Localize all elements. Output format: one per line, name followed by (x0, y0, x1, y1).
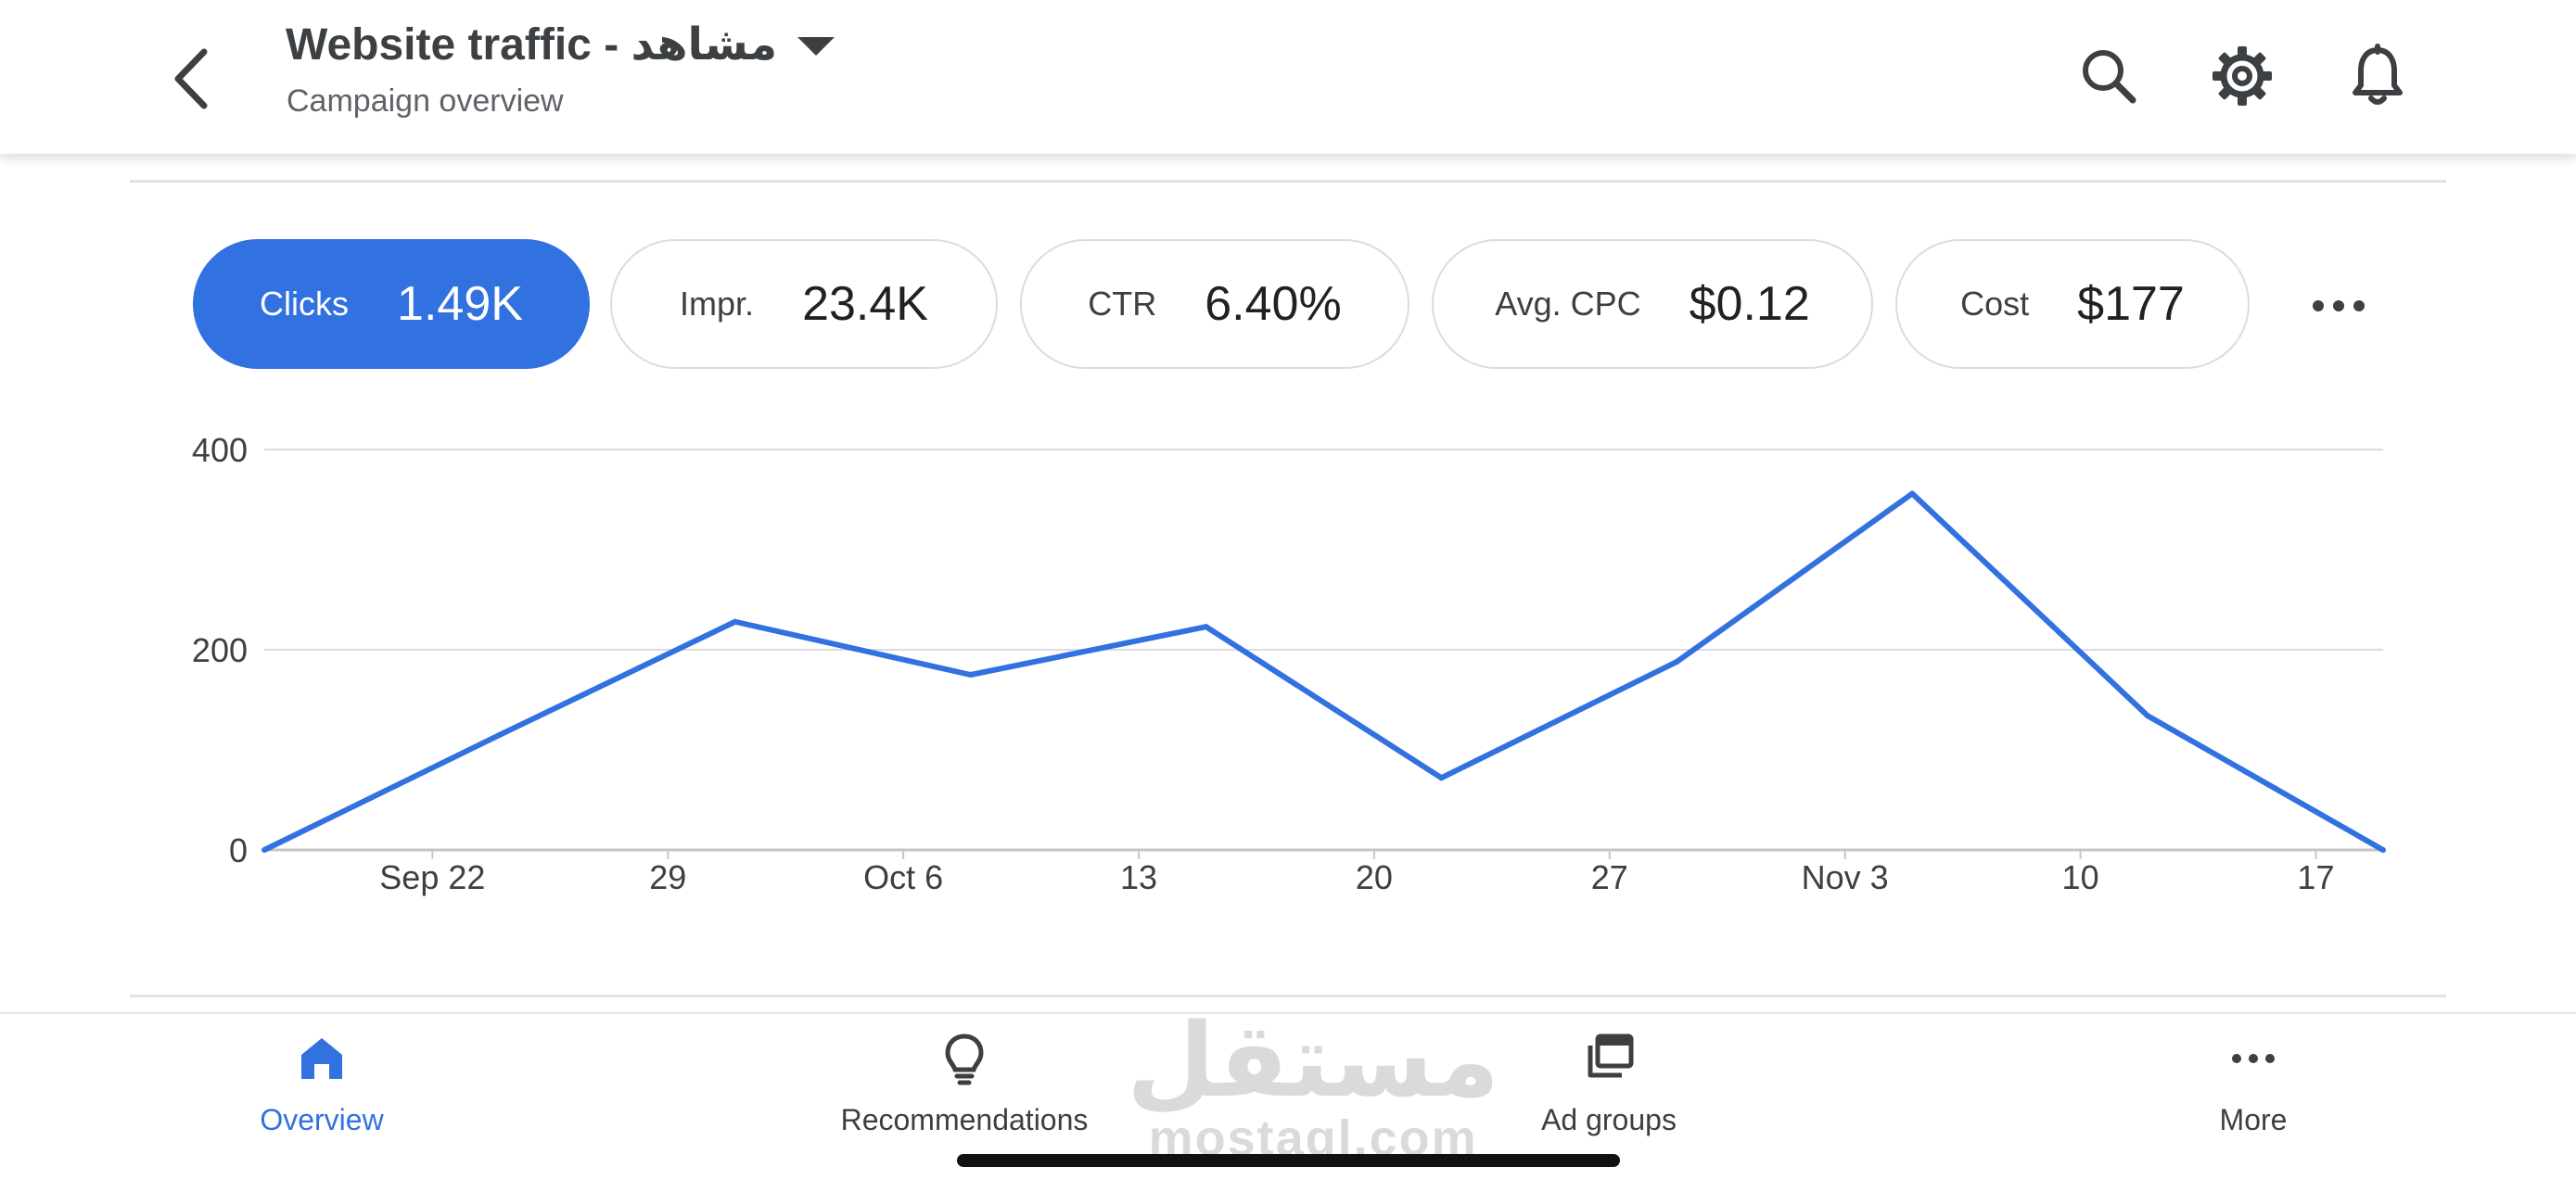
campaign-selector[interactable]: Website traffic - مشاهد (286, 19, 836, 70)
nav-label: Ad groups (1541, 1103, 1677, 1136)
x-tick-label: 17 (2297, 858, 2334, 896)
data-point (2380, 847, 2386, 853)
settings-button[interactable] (2209, 43, 2276, 109)
data-point (1438, 775, 1445, 781)
nav-label: Overview (260, 1103, 384, 1136)
x-tick-label: Sep 22 (379, 858, 485, 896)
metric-label: Cost (1960, 285, 2030, 323)
data-point (1203, 624, 1209, 630)
search-icon (2083, 50, 2136, 104)
more-horizontal-icon (2313, 300, 2365, 311)
more-dots-icon (2232, 1054, 2275, 1063)
metric-value: 6.40% (1205, 277, 1342, 331)
ad-groups-icon (1588, 1033, 1634, 1078)
page-subtitle: Campaign overview (287, 83, 564, 119)
y-tick-label: 0 (229, 831, 248, 869)
x-tick-label: 29 (649, 858, 686, 896)
nav-item-overview[interactable]: Overview (173, 1031, 470, 1160)
data-point (496, 731, 503, 738)
clicks-series-line (262, 490, 2385, 853)
y-tick-label: 400 (192, 431, 248, 469)
nav-item-ad-groups[interactable]: Ad groups (1460, 1031, 1757, 1160)
data-point (732, 618, 738, 625)
metric-label: Avg. CPC (1495, 285, 1641, 323)
home-indicator[interactable] (957, 1154, 1620, 1167)
nav-item-more[interactable]: More (2105, 1031, 2402, 1160)
metric-value: 23.4K (802, 277, 928, 331)
nav-label: More (2219, 1103, 2288, 1136)
data-point (2145, 713, 2151, 719)
x-tick-label: Nov 3 (1802, 858, 1889, 896)
data-point (261, 847, 267, 853)
metric-chip-cost[interactable]: Cost $177 (1895, 239, 2250, 369)
metric-value: $0.12 (1689, 277, 1810, 331)
metric-value: 1.49K (397, 277, 523, 331)
back-button[interactable] (156, 37, 230, 120)
metric-label: CTR (1088, 285, 1157, 323)
x-tick-label: 13 (1120, 858, 1157, 896)
caret-down-icon (797, 37, 835, 56)
y-tick-label: 200 (192, 631, 248, 669)
gear-icon (2213, 46, 2272, 106)
metric-chip-clicks[interactable]: Clicks 1.49K (193, 239, 590, 369)
x-tick-label: 27 (1591, 858, 1628, 896)
app-header: Website traffic - مشاهد Campaign overvie… (0, 0, 2576, 154)
notifications-button[interactable] (2344, 43, 2411, 109)
top-divider (130, 180, 2446, 183)
nav-item-recommendations[interactable]: Recommendations (816, 1031, 1113, 1160)
chart-bottom-divider (130, 995, 2446, 997)
data-point (967, 672, 974, 678)
search-button[interactable] (2075, 43, 2142, 109)
x-tick-label: Oct 6 (863, 858, 943, 896)
data-point (1674, 658, 1680, 665)
lightbulb-icon (945, 1033, 984, 1085)
more-metrics-button[interactable] (2309, 276, 2368, 336)
x-tick-label: 20 (1356, 858, 1393, 896)
data-point (1909, 490, 1916, 497)
metric-label: Impr. (680, 285, 755, 323)
metric-value: $177 (2077, 277, 2185, 331)
nav-label: Recommendations (840, 1103, 1089, 1136)
back-icon (174, 48, 208, 109)
bell-icon (2353, 44, 2403, 105)
metric-chip-avg-cpc[interactable]: Avg. CPC $0.12 (1432, 239, 1873, 369)
clicks-line-chart: 400 200 0 Sep 22 29 Oct 6 13 20 27 Nov 3 10 17 (192, 431, 2386, 896)
home-icon (301, 1038, 342, 1079)
page-title: Website traffic - مشاهد (286, 20, 778, 70)
metric-chip-ctr[interactable]: CTR 6.40% (1020, 239, 1409, 369)
x-tick-label: 10 (2062, 858, 2099, 896)
metric-chip-impressions[interactable]: Impr. 23.4K (610, 239, 998, 369)
metric-label: Clicks (260, 285, 350, 323)
